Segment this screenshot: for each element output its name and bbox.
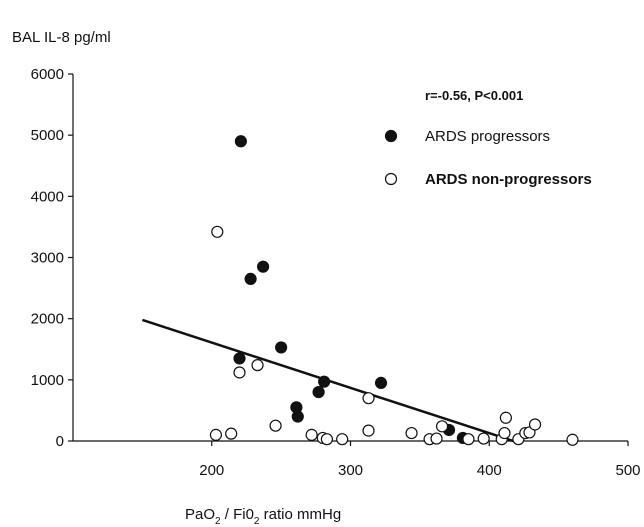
legend-label-progressors: ARDS progressors — [425, 128, 550, 145]
point-non-progressor — [498, 426, 511, 440]
y-tick-label: 0 — [56, 433, 64, 450]
y-tick-label: 3000 — [31, 250, 64, 267]
point-non-progressor — [269, 419, 282, 432]
point-non-progressor — [209, 428, 223, 441]
point-progressor — [244, 272, 257, 286]
point-non-progressor — [233, 366, 246, 379]
point-non-progressor — [211, 225, 224, 238]
y-tick-label: 5000 — [31, 127, 64, 144]
legend-label-non-progressors: ARDS non-progressors — [425, 171, 592, 188]
point-non-progressor — [566, 433, 579, 446]
x-ticks: 200 300 400 500 — [199, 441, 641, 479]
legend-marker-progressors — [384, 129, 398, 143]
point-non-progressor — [435, 420, 449, 433]
point-non-progressor — [336, 433, 349, 446]
point-non-progressor — [305, 428, 318, 441]
point-non-progressor — [362, 424, 375, 437]
x-tick-label: 300 — [338, 462, 363, 479]
point-progressor — [234, 135, 247, 148]
point-non-progressor — [528, 418, 542, 431]
point-non-progressor — [499, 411, 512, 424]
y-tick-label: 4000 — [31, 188, 64, 205]
point-non-progressor — [362, 392, 375, 405]
legend: ARDS progressors ARDS non-progressors — [384, 128, 592, 188]
point-non-progressor — [320, 433, 334, 446]
point-progressor — [374, 376, 388, 389]
x-tick-label: 500 — [615, 462, 640, 479]
x-tick-label: 400 — [477, 462, 502, 479]
point-progressor — [312, 385, 325, 399]
x-axis-label: PaO2 / Fi02 ratio mmHg — [185, 506, 341, 527]
y-tick-label: 2000 — [31, 311, 64, 328]
point-non-progressor — [405, 426, 418, 440]
point-progressor — [291, 410, 304, 423]
x-tick-label: 200 — [199, 462, 224, 479]
point-non-progressor — [251, 359, 264, 372]
y-tick-label: 1000 — [31, 372, 64, 389]
point-progressor — [256, 260, 270, 273]
y-ticks: 0 1000 2000 3000 4000 5000 6000 — [31, 66, 73, 450]
y-tick-label: 6000 — [31, 66, 64, 83]
point-progressor — [318, 375, 331, 388]
legend-marker-non-progressors — [384, 172, 398, 186]
y-axis-label: BAL IL-8 pg/ml — [12, 29, 111, 46]
point-progressor — [233, 352, 246, 365]
point-progressor — [275, 341, 288, 354]
point-non-progressor — [430, 432, 443, 445]
point-non-progressor — [462, 433, 475, 446]
point-non-progressor — [477, 432, 490, 445]
correlation-annotation: r=-0.56, P<0.001 — [425, 88, 523, 103]
data-points — [209, 135, 579, 446]
point-non-progressor — [225, 427, 238, 440]
